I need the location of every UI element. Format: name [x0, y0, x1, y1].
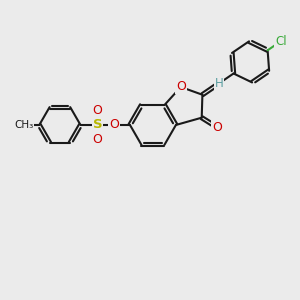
- Text: Cl: Cl: [275, 35, 287, 48]
- Text: O: O: [212, 121, 222, 134]
- Text: CH₃: CH₃: [14, 120, 34, 130]
- Text: O: O: [176, 80, 186, 94]
- Text: S: S: [93, 118, 102, 131]
- Text: O: O: [93, 104, 103, 117]
- Text: O: O: [109, 118, 119, 131]
- Text: H: H: [214, 77, 223, 90]
- Text: O: O: [93, 133, 103, 146]
